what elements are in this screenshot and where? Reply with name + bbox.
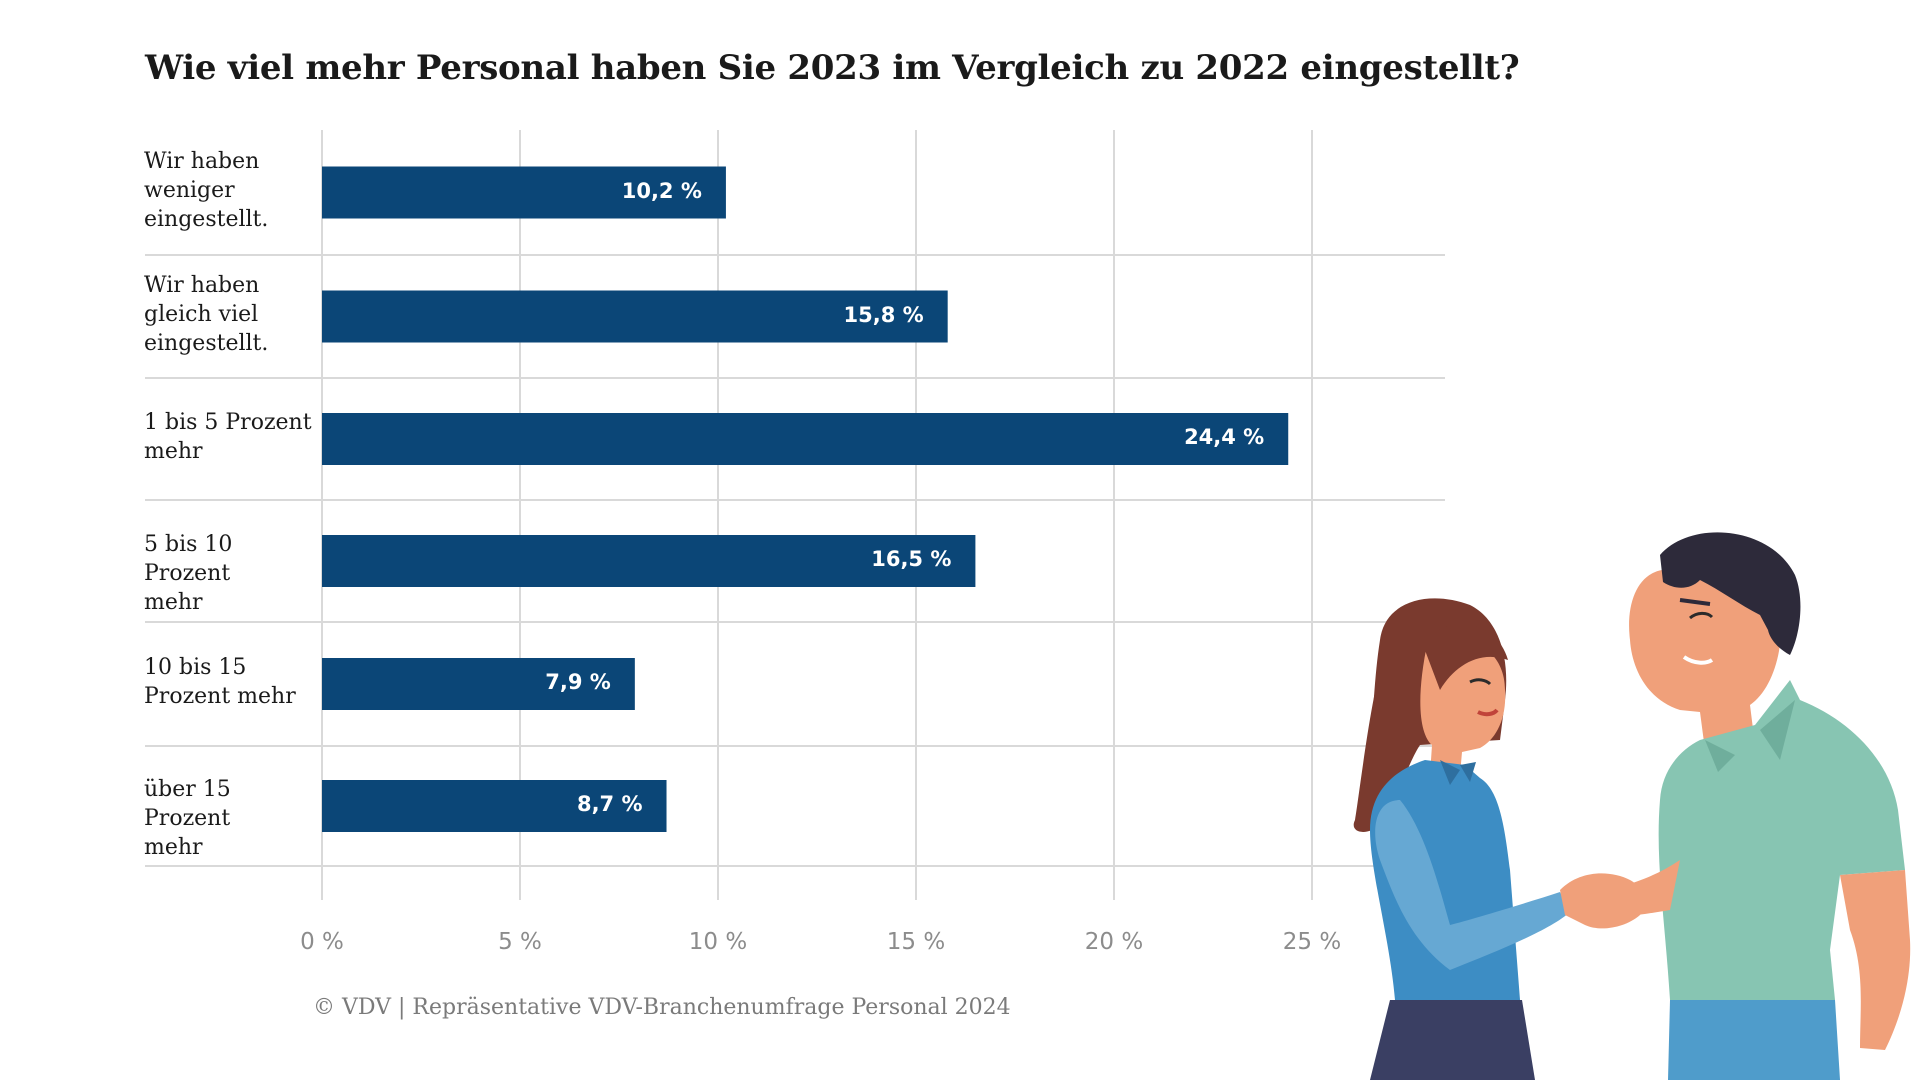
bar	[322, 780, 667, 832]
source-note: © VDV | Repräsentative VDV-Branchenumfra…	[313, 995, 1011, 1020]
category-label-line: eingestellt.	[144, 331, 269, 356]
bar	[322, 290, 948, 343]
category-label: 10 bis 15 Prozent mehr	[144, 653, 322, 711]
category-label-line: gleich viel	[144, 302, 259, 327]
x-tick-label: 15 %	[886, 929, 946, 955]
bar	[322, 535, 976, 587]
category-label: Wir haben weniger eingestellt.	[144, 147, 322, 234]
category-label: über 15 Prozent mehr	[144, 775, 322, 862]
category-label-line: eingestellt.	[144, 207, 269, 232]
category-label-line: Wir haben	[144, 273, 260, 298]
category-label-line: mehr	[144, 590, 203, 615]
bar	[322, 166, 726, 219]
bar-value-label: 15,8 %	[843, 302, 924, 327]
category-label-line: Prozent mehr	[144, 684, 296, 709]
x-tick-label: 25 %	[1282, 929, 1342, 955]
bar-value-label: 24,4 %	[1184, 425, 1265, 449]
chart-title: Wie viel mehr Personal haben Sie 2023 im…	[145, 48, 1520, 88]
category-label-line: über 15 Prozent	[144, 777, 231, 831]
bar-value-label: 7,9 %	[545, 670, 611, 694]
category-label-line: mehr	[144, 835, 203, 860]
x-tick-label: 5 %	[498, 929, 542, 955]
category-label-line: weniger	[144, 178, 235, 203]
bar	[322, 658, 635, 710]
category-label-line: mehr	[144, 439, 203, 464]
chart-plot	[145, 130, 1445, 900]
category-label-line: Wir haben	[144, 149, 260, 174]
category-label-line: 1 bis 5 Prozent	[144, 410, 312, 435]
bar	[322, 413, 1289, 465]
bar-value-label: 8,7 %	[576, 792, 643, 816]
x-tick-label: 0 %	[300, 929, 344, 955]
x-tick-label: 10 %	[688, 929, 748, 955]
category-label: Wir haben gleich viel eingestellt.	[144, 271, 322, 358]
x-tick-label: 20 %	[1084, 929, 1144, 955]
bar-value-label: 10,2 %	[621, 178, 702, 203]
category-label: 1 bis 5 Prozent mehr	[144, 408, 322, 466]
category-label-line: 5 bis 10 Prozent	[144, 532, 233, 586]
bar-value-label: 16,5 %	[871, 547, 952, 571]
category-label: 5 bis 10 Prozent mehr	[144, 530, 322, 617]
category-label-line: 10 bis 15	[144, 655, 247, 680]
